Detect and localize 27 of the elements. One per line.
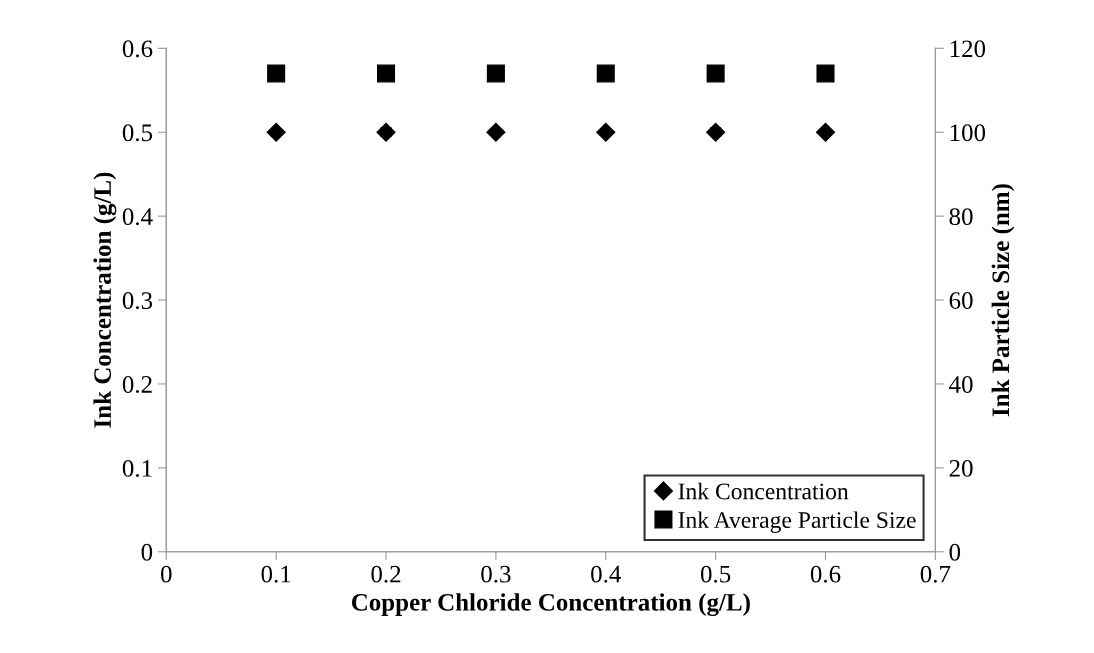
x-tick-label: 0.7 [920, 565, 951, 583]
y-tick-label: 0.3 [122, 292, 153, 310]
y-tick-label: 0.5 [122, 124, 153, 142]
y-tick-label: 0.6 [122, 40, 153, 58]
x-tick-label: 0.5 [700, 565, 731, 583]
legend-label: Ink Average Particle Size [678, 511, 916, 533]
y2-tick-label: 0 [949, 543, 961, 561]
y-tick-label: 0.2 [122, 376, 152, 393]
y2-tick-label: 100 [950, 124, 986, 142]
y-axis-title: Ink Concentration (g/L) [93, 172, 117, 428]
y-tick-label: 0.4 [122, 208, 153, 226]
x-tick-label: 0.3 [481, 565, 511, 583]
x-tick-label: 0 [160, 565, 172, 583]
y2-tick-label: 80 [949, 208, 973, 226]
y2-axis-title: Ink Particle Size (nm) [991, 184, 1015, 417]
x-tick-label: 0.6 [810, 565, 841, 583]
x-tick-label: 0.4 [591, 565, 621, 583]
y2-tick-label: 40 [949, 376, 973, 393]
legend-label: Ink Concentration [678, 482, 849, 500]
y2-tick-label: 120 [950, 40, 986, 58]
y2-tick-label: 20 [949, 459, 973, 477]
y-tick-label: 0 [141, 543, 153, 561]
y-tick-label: 0.1 [122, 459, 152, 477]
y2-tick-label: 60 [949, 292, 973, 309]
x-tick-label: 0.2 [371, 565, 401, 583]
x-tick-label: 0.1 [261, 565, 291, 583]
x-axis-title: Copper Chloride Concentration (g/L) [351, 593, 750, 617]
